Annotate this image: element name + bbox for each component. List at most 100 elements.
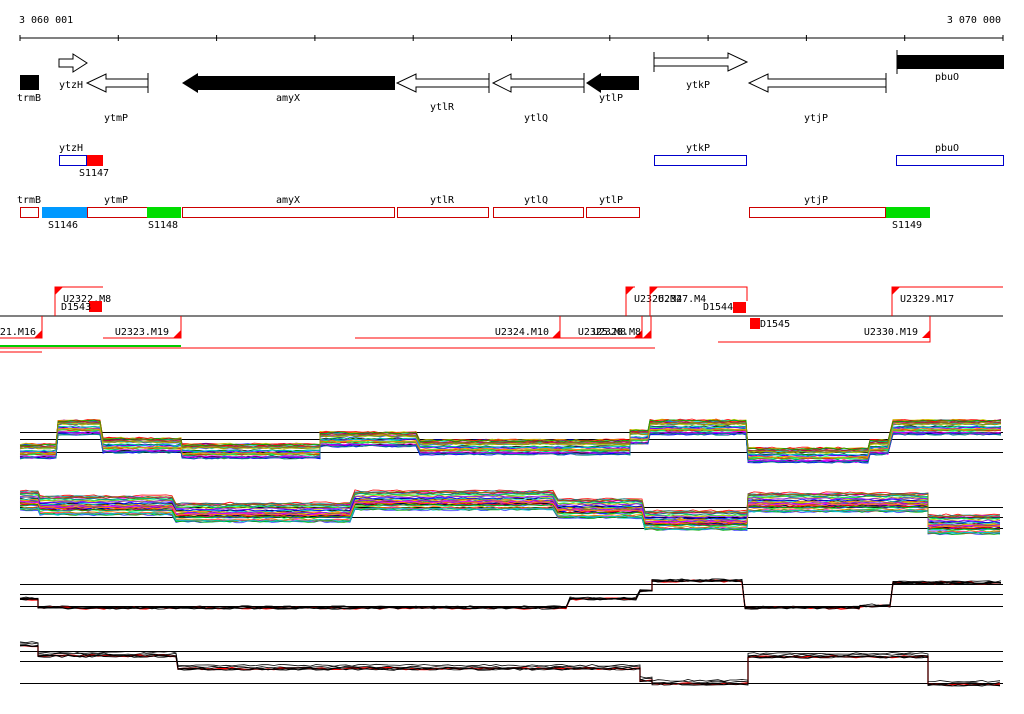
gene-label: ytzH bbox=[59, 80, 83, 91]
gene-ytkP[interactable]: ytkP bbox=[653, 52, 749, 91]
gene-ytlR[interactable]: ytlR bbox=[395, 73, 490, 113]
probe-trace bbox=[19, 508, 1001, 536]
unit-label: ytlR bbox=[430, 195, 455, 206]
gene-label: pbuO bbox=[935, 72, 959, 83]
probe-trace bbox=[19, 502, 1001, 530]
segment-U2321[interactable]: 21.M16 bbox=[0, 316, 43, 339]
probe-trace bbox=[20, 490, 1001, 518]
probe-trace bbox=[19, 507, 1001, 534]
unit-ytlR[interactable]: ytlR bbox=[397, 195, 489, 218]
unit-ytlQ[interactable]: ytlQ bbox=[493, 195, 584, 218]
expression-panel-4 bbox=[19, 641, 1003, 687]
ruler-end-label: 3 070 000 bbox=[947, 15, 1001, 26]
unit-label: ytkP bbox=[686, 143, 710, 154]
probe-trace bbox=[19, 503, 1001, 531]
down-site-label: D1543 bbox=[61, 302, 91, 313]
site-marker-S1148[interactable] bbox=[147, 207, 181, 218]
site-marker-S1146[interactable] bbox=[42, 207, 87, 218]
unit-label: amyX bbox=[276, 195, 300, 206]
gene-pbuO[interactable]: pbuO bbox=[896, 50, 1004, 83]
gene-ytlQ[interactable]: ytlQ bbox=[491, 73, 585, 124]
segment-label: 21.M16 bbox=[0, 327, 36, 338]
gene-label: amyX bbox=[276, 93, 300, 104]
probe-trace bbox=[19, 432, 1002, 464]
segment-label: U2330.M19 bbox=[864, 327, 918, 338]
probe-trace bbox=[19, 642, 1001, 685]
unit-ytmP[interactable]: ytmP bbox=[87, 195, 148, 218]
site-label: S1148 bbox=[148, 220, 178, 231]
probe-trace bbox=[19, 498, 1001, 526]
probe-trace bbox=[19, 501, 1001, 529]
gene-label: ytmP bbox=[104, 113, 128, 124]
expression-panel-3 bbox=[19, 578, 1003, 610]
down-site-label: D1545 bbox=[760, 319, 790, 330]
unit-pbuO[interactable]: pbuO bbox=[896, 143, 1004, 166]
site-marker[interactable] bbox=[87, 155, 103, 166]
gene-amyX[interactable]: amyX bbox=[182, 73, 395, 104]
segment-label: U2324.M10 bbox=[495, 327, 549, 338]
unit-amyX[interactable]: amyX bbox=[182, 195, 395, 218]
probe-trace bbox=[19, 493, 1001, 520]
probe-trace bbox=[19, 428, 1002, 459]
site-label: S1149 bbox=[892, 220, 922, 231]
unit-label: trmB bbox=[17, 195, 41, 206]
gene-label: ytkP bbox=[686, 80, 710, 91]
probe-trace bbox=[19, 492, 1001, 520]
segment-U2328[interactable]: U2328.M8 bbox=[584, 316, 652, 339]
ruler-start-label: 3 060 001 bbox=[19, 15, 73, 26]
unit-label: ytzH bbox=[59, 143, 83, 154]
segment-U2324[interactable]: U2324.M10 bbox=[355, 316, 561, 339]
unit-label: ytmP bbox=[104, 195, 128, 206]
unit-ytzH[interactable]: ytzH S1147 bbox=[59, 143, 109, 179]
segment-U2323[interactable]: U2323.M19 bbox=[103, 316, 182, 339]
gene-ytmP[interactable]: ytmP bbox=[85, 73, 149, 124]
down-site-D1545[interactable] bbox=[750, 318, 760, 329]
down-site-D1544[interactable] bbox=[733, 302, 746, 313]
unit-ytjP[interactable]: ytjP bbox=[749, 195, 886, 218]
segment-label: U2323.M19 bbox=[115, 327, 169, 338]
probe-trace bbox=[19, 641, 1001, 683]
segment-label: U2322.M8 bbox=[63, 294, 111, 305]
unit-ytkP[interactable]: ytkP bbox=[654, 143, 747, 166]
probe-trace bbox=[19, 422, 1002, 454]
gene-label: trmB bbox=[17, 93, 41, 104]
gene-label: ytjP bbox=[804, 113, 828, 124]
probe-trace bbox=[19, 495, 1001, 523]
segment-label: U2325.M8 bbox=[578, 327, 626, 338]
probe-trace bbox=[19, 580, 1002, 610]
segment-label: U2328.M8 bbox=[593, 327, 641, 338]
expression-panels bbox=[19, 418, 1003, 687]
segment-U2322[interactable]: U2322.M8 bbox=[54, 286, 111, 316]
segment-U2326[interactable]: U2326.M4 bbox=[625, 286, 682, 316]
unit-label: pbuO bbox=[935, 143, 959, 154]
site-marker-S1149[interactable] bbox=[886, 207, 930, 218]
unit-trmB[interactable]: trmB bbox=[17, 195, 41, 218]
down-site-D1543[interactable] bbox=[89, 301, 102, 312]
gene-ytlP[interactable]: ytlP bbox=[586, 73, 639, 104]
probe-trace bbox=[19, 645, 1001, 687]
segment-U2330[interactable]: U2330.M19 bbox=[718, 316, 931, 343]
gene-label: ytlQ bbox=[524, 113, 548, 124]
probe-trace bbox=[19, 505, 1001, 533]
forward-unit-track: ytzH S1147 ytkP pbuO bbox=[59, 143, 1004, 179]
segment-label: U2329.M17 bbox=[900, 294, 954, 305]
gene-ytzH[interactable]: ytzH bbox=[58, 53, 88, 91]
down-site-label: D1544 bbox=[703, 302, 733, 313]
probe-trace bbox=[19, 490, 1001, 517]
segment-U2327[interactable]: U2327.M4 bbox=[649, 286, 748, 316]
reverse-unit-track: trmB S1146 ytmP S1148 amyX ytlR ytlQ ytl… bbox=[17, 195, 930, 231]
unit-ytlP[interactable]: ytlP bbox=[586, 195, 640, 218]
unit-label: ytlP bbox=[599, 195, 623, 206]
segment-label: U2327.M4 bbox=[658, 294, 706, 305]
coordinate-ruler: 3 060 001 3 070 000 bbox=[19, 15, 1004, 41]
site-label: S1146 bbox=[48, 220, 78, 231]
unit-label: ytlQ bbox=[524, 195, 548, 206]
segment-U2329[interactable]: U2329.M17 bbox=[891, 286, 1003, 316]
probe-trace bbox=[19, 502, 1001, 530]
gene-track: trmB ytzH ytmP amyX ytlR ytlQ bbox=[17, 50, 1004, 124]
gene-trmB[interactable]: trmB bbox=[17, 75, 41, 104]
unit-label: ytjP bbox=[804, 195, 828, 206]
gene-ytjP[interactable]: ytjP bbox=[747, 73, 887, 124]
expression-panel-2 bbox=[19, 489, 1003, 536]
